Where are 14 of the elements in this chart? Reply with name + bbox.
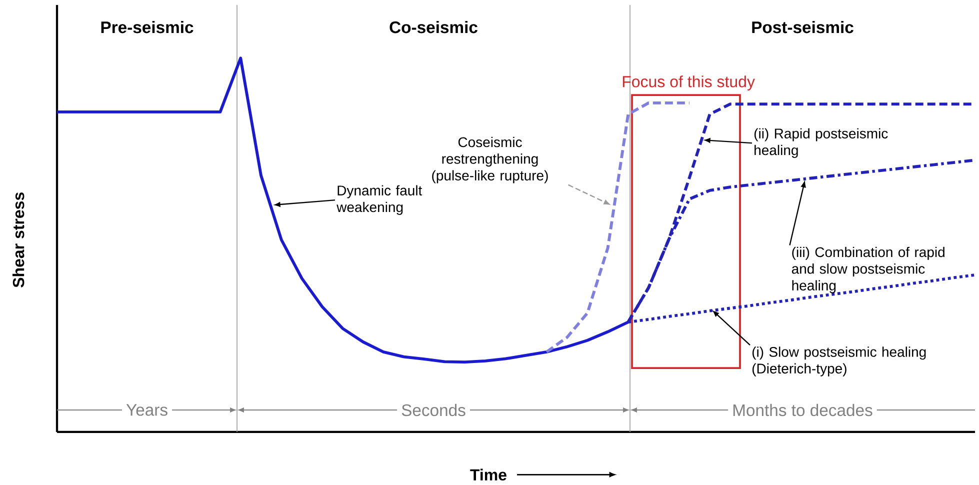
annotation: (i) Slow postseismic healing (Dieterich-type) bbox=[752, 346, 926, 376]
annotation: Months to decades bbox=[733, 404, 872, 416]
y-axis-title: Shear stress bbox=[12, 192, 24, 288]
annotation: (ii) Rapid postseismic healing bbox=[754, 128, 888, 158]
text: Pre-seismic bbox=[101, 20, 194, 34]
annotation: Coseismic restrengthening (pulse-like rupture) bbox=[432, 136, 548, 184]
text: Post-seismic bbox=[752, 20, 854, 34]
x-axis-title: Time bbox=[470, 468, 506, 481]
annotation: Focus of this study bbox=[622, 76, 755, 90]
annotation: Years bbox=[126, 404, 168, 416]
annotation: Dynamic fault weakening bbox=[336, 185, 422, 215]
annotation: (iii) Combination of rapid and slow postseismic healing bbox=[792, 246, 944, 294]
annotation: Seconds bbox=[402, 404, 466, 416]
text: Co-seismic bbox=[390, 20, 478, 34]
